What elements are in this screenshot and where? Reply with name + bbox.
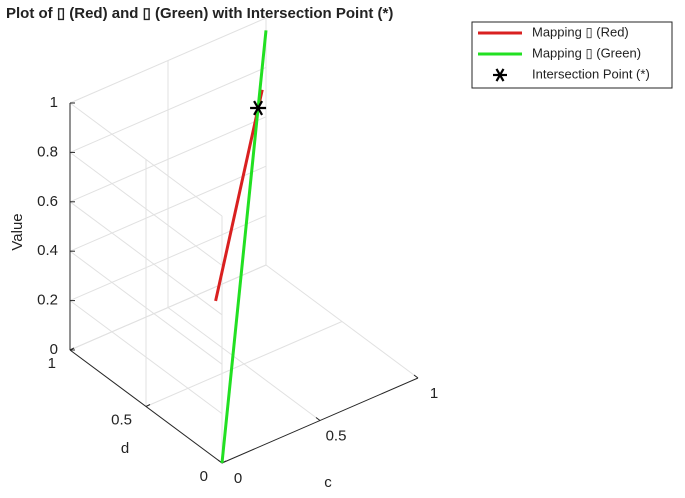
grid-line <box>145 321 343 407</box>
x-tick-label: 0.5 <box>326 427 347 444</box>
z-tick-label: 1 <box>50 94 58 111</box>
grid-line <box>69 66 267 153</box>
legend-label: Mapping ▯ (Green) <box>532 45 641 60</box>
grid-line <box>69 264 267 351</box>
series-line <box>220 30 268 464</box>
grid-line <box>69 102 223 217</box>
y-axis-label: d <box>121 440 129 457</box>
marker-stroke <box>253 100 264 116</box>
y-tick-label: 0.5 <box>111 411 132 428</box>
intersection-marker <box>250 100 267 116</box>
z-axis-label: Value <box>9 213 26 250</box>
z-tick-label: 0.2 <box>37 292 58 309</box>
grid-line <box>69 250 223 365</box>
grid-line <box>69 116 267 203</box>
grid-line <box>69 201 223 316</box>
series-line <box>214 89 264 302</box>
z-tick-label: 0.8 <box>37 143 58 160</box>
y-tick <box>145 404 151 407</box>
grid-line <box>69 17 267 104</box>
grid-line <box>69 151 223 266</box>
y-tick-label: 0 <box>200 468 208 485</box>
chart-title: Plot of ▯ (Red) and ▯ (Green) with Inter… <box>6 5 393 22</box>
legend-label: Intersection Point (*) <box>532 66 650 81</box>
z-tick-label: 0.4 <box>37 242 58 259</box>
legend-label: Mapping ▯ (Red) <box>532 24 629 39</box>
z-tick-label: 0.6 <box>37 193 58 210</box>
z-tick-label: 0 <box>50 341 58 358</box>
intersection-marker <box>493 68 507 82</box>
x-axis-label: c <box>324 474 332 491</box>
grid-line <box>69 215 267 302</box>
marker-stroke <box>495 68 505 82</box>
x-tick-label: 0 <box>234 470 242 487</box>
y-tick-label: 1 <box>48 355 56 372</box>
grid-line <box>69 165 267 252</box>
x-tick <box>413 374 419 379</box>
x-tick <box>315 417 321 421</box>
grid-line <box>69 300 223 415</box>
x-tick-label: 1 <box>430 385 438 402</box>
